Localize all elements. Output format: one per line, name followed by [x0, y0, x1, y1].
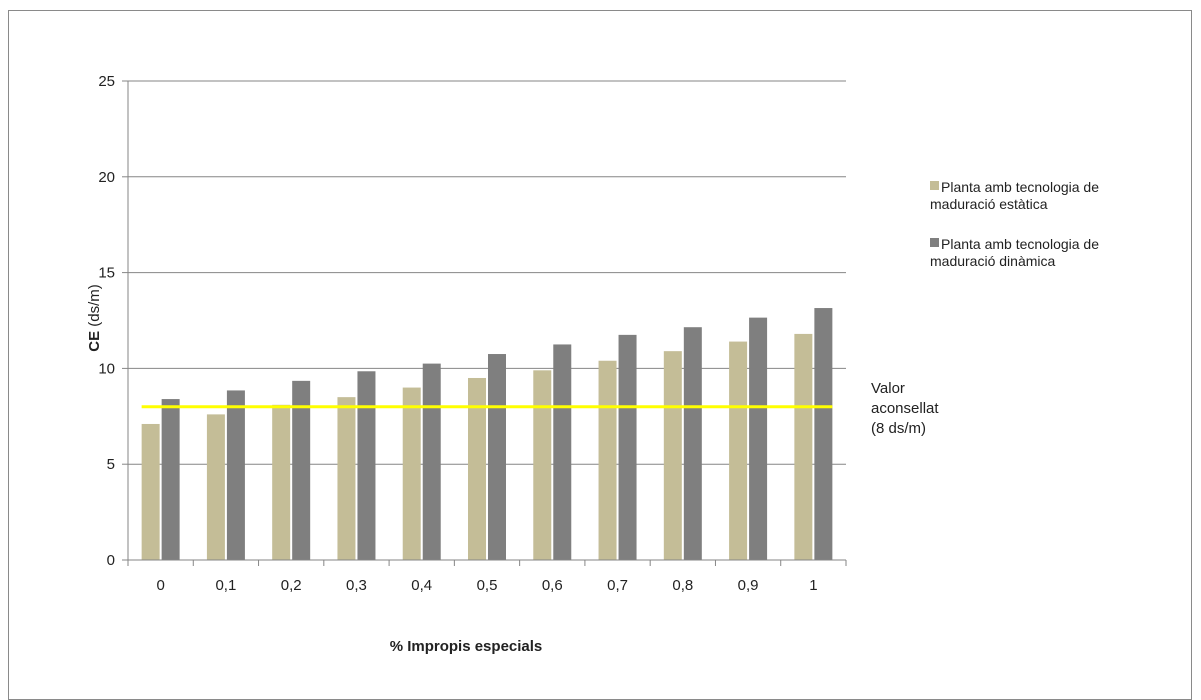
y-tick-label: 15	[98, 265, 115, 282]
x-tick-label: 1	[809, 577, 817, 594]
x-axis-label: % Impropis especials	[390, 638, 543, 655]
y-tick-label: 20	[98, 169, 115, 186]
bar-static	[598, 360, 617, 560]
x-tick-labels: 0 0,1 0,2 0,3 0,4 0,5 0,6 0,7 0,8 0,9 1	[127, 560, 847, 594]
bar-dynamic	[161, 399, 180, 560]
bar-dynamic	[422, 363, 441, 560]
bar-dynamic	[292, 380, 311, 560]
bar-static	[729, 341, 748, 560]
y-axis-label: CE (ds/m)	[86, 284, 103, 352]
legend-label: maduració estàtica	[930, 196, 1048, 212]
y-axis-label-bold: CE	[86, 331, 103, 352]
bar-static	[206, 414, 225, 560]
x-tick-label: 0,6	[542, 577, 563, 594]
bar-static	[402, 387, 421, 560]
x-tick-label: 0,9	[738, 577, 759, 594]
x-tick-label: 0,3	[346, 577, 367, 594]
reference-line-label: Valor aconsellat (8 ds/m)	[871, 380, 939, 437]
y-axis-label-unit: (ds/m)	[86, 284, 103, 331]
legend-swatch	[930, 238, 939, 247]
reference-label-line: aconsellat	[871, 400, 939, 417]
bar-dynamic	[488, 354, 506, 560]
x-tick-label: 0,5	[477, 577, 498, 594]
bar-static	[337, 397, 356, 560]
y-tick-label: 0	[107, 552, 115, 569]
x-tick-label: 0,1	[215, 577, 236, 594]
legend-swatch	[930, 181, 939, 190]
reference-label-line: Valor	[871, 380, 905, 397]
bar-static	[468, 377, 486, 560]
bar-static	[794, 333, 813, 560]
bar-static	[272, 404, 291, 560]
x-tick-label: 0,7	[607, 577, 628, 594]
legend-label: Planta amb tecnologia de	[941, 179, 1099, 195]
gridlines	[128, 80, 846, 465]
bar-dynamic	[683, 327, 702, 560]
legend-label: maduració dinàmica	[930, 253, 1055, 269]
bar-static	[533, 370, 552, 560]
y-tick-label: 10	[98, 360, 115, 377]
bar-dynamic	[749, 317, 768, 560]
bar-dynamic	[226, 390, 245, 560]
bar-dynamic	[357, 371, 376, 560]
y-tick-label: 5	[107, 456, 115, 473]
bar-static	[141, 423, 160, 560]
axes	[127, 81, 846, 561]
bar-static	[663, 351, 682, 560]
x-tick-label: 0,2	[281, 577, 302, 594]
x-tick-label: 0	[156, 577, 164, 594]
bar-dynamic	[553, 344, 572, 560]
legend-label: Planta amb tecnologia de	[941, 236, 1099, 252]
x-tick-label: 0,8	[672, 577, 693, 594]
y-tick-labels: 0 5 10 15 20 25	[98, 73, 128, 569]
bar-dynamic	[618, 334, 637, 560]
reference-label-line: (8 ds/m)	[871, 420, 926, 437]
bar-dynamic	[814, 308, 833, 560]
y-tick-label: 25	[98, 73, 115, 90]
bars	[141, 308, 833, 560]
x-tick-label: 0,4	[411, 577, 432, 594]
